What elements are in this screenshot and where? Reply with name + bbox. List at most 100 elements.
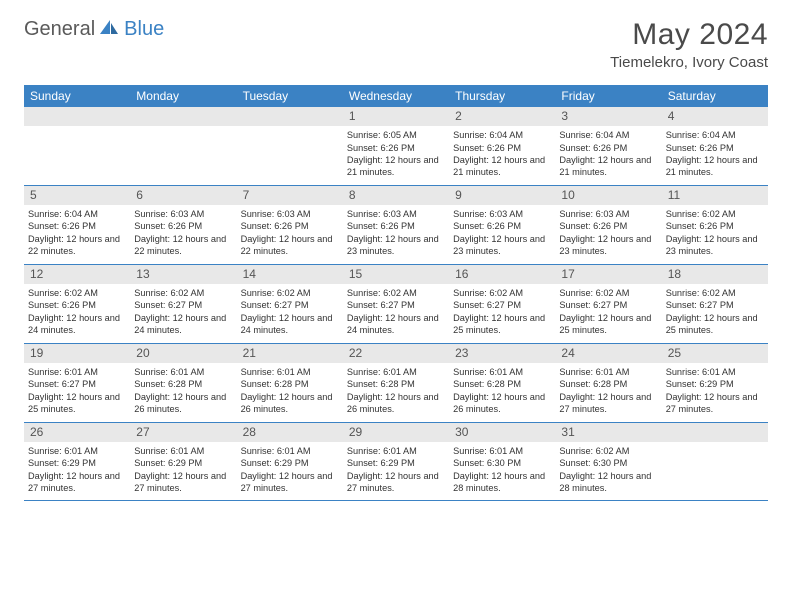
- day-body: [130, 126, 236, 180]
- day-cell: 20Sunrise: 6:01 AMSunset: 6:28 PMDayligh…: [130, 343, 236, 422]
- day-body: Sunrise: 6:03 AMSunset: 6:26 PMDaylight:…: [237, 205, 343, 264]
- day-body: [24, 126, 130, 180]
- day-cell: 2Sunrise: 6:04 AMSunset: 6:26 PMDaylight…: [449, 107, 555, 185]
- day-cell: 18Sunrise: 6:02 AMSunset: 6:27 PMDayligh…: [662, 264, 768, 343]
- day-cell: 14Sunrise: 6:02 AMSunset: 6:27 PMDayligh…: [237, 264, 343, 343]
- day-cell: 11Sunrise: 6:02 AMSunset: 6:26 PMDayligh…: [662, 185, 768, 264]
- day-body: Sunrise: 6:01 AMSunset: 6:29 PMDaylight:…: [130, 442, 236, 501]
- day-body: Sunrise: 6:03 AMSunset: 6:26 PMDaylight:…: [555, 205, 661, 264]
- week-row: 26Sunrise: 6:01 AMSunset: 6:29 PMDayligh…: [24, 422, 768, 501]
- day-cell: 29Sunrise: 6:01 AMSunset: 6:29 PMDayligh…: [343, 422, 449, 501]
- day-body: Sunrise: 6:02 AMSunset: 6:26 PMDaylight:…: [662, 205, 768, 264]
- day-header-row: SundayMondayTuesdayWednesdayThursdayFrid…: [24, 85, 768, 107]
- day-cell: 3Sunrise: 6:04 AMSunset: 6:26 PMDaylight…: [555, 107, 661, 185]
- day-number: 6: [130, 186, 236, 205]
- day-cell: [237, 107, 343, 185]
- day-body: [237, 126, 343, 180]
- day-cell: 16Sunrise: 6:02 AMSunset: 6:27 PMDayligh…: [449, 264, 555, 343]
- day-cell: 28Sunrise: 6:01 AMSunset: 6:29 PMDayligh…: [237, 422, 343, 501]
- day-number: 18: [662, 265, 768, 284]
- day-number: 19: [24, 344, 130, 363]
- day-cell: 21Sunrise: 6:01 AMSunset: 6:28 PMDayligh…: [237, 343, 343, 422]
- day-number: 13: [130, 265, 236, 284]
- day-body: Sunrise: 6:01 AMSunset: 6:29 PMDaylight:…: [343, 442, 449, 501]
- day-number: 29: [343, 423, 449, 442]
- day-body: Sunrise: 6:02 AMSunset: 6:27 PMDaylight:…: [555, 284, 661, 343]
- day-cell: [130, 107, 236, 185]
- day-body: Sunrise: 6:01 AMSunset: 6:28 PMDaylight:…: [237, 363, 343, 422]
- day-body: Sunrise: 6:02 AMSunset: 6:27 PMDaylight:…: [343, 284, 449, 343]
- day-number: 10: [555, 186, 661, 205]
- day-number: [237, 107, 343, 126]
- day-number: 22: [343, 344, 449, 363]
- day-header-wednesday: Wednesday: [343, 85, 449, 107]
- day-number: 8: [343, 186, 449, 205]
- day-cell: 6Sunrise: 6:03 AMSunset: 6:26 PMDaylight…: [130, 185, 236, 264]
- day-number: 4: [662, 107, 768, 126]
- day-number: 16: [449, 265, 555, 284]
- day-number: 28: [237, 423, 343, 442]
- week-row: 19Sunrise: 6:01 AMSunset: 6:27 PMDayligh…: [24, 343, 768, 422]
- day-header-friday: Friday: [555, 85, 661, 107]
- day-body: Sunrise: 6:02 AMSunset: 6:27 PMDaylight:…: [130, 284, 236, 343]
- day-number: 5: [24, 186, 130, 205]
- day-cell: 7Sunrise: 6:03 AMSunset: 6:26 PMDaylight…: [237, 185, 343, 264]
- day-cell: 8Sunrise: 6:03 AMSunset: 6:26 PMDaylight…: [343, 185, 449, 264]
- day-cell: 10Sunrise: 6:03 AMSunset: 6:26 PMDayligh…: [555, 185, 661, 264]
- day-cell: 26Sunrise: 6:01 AMSunset: 6:29 PMDayligh…: [24, 422, 130, 501]
- day-number: 30: [449, 423, 555, 442]
- day-body: [662, 442, 768, 496]
- day-body: Sunrise: 6:05 AMSunset: 6:26 PMDaylight:…: [343, 126, 449, 185]
- day-body: Sunrise: 6:01 AMSunset: 6:29 PMDaylight:…: [24, 442, 130, 501]
- logo: General Blue: [24, 18, 164, 41]
- day-number: 12: [24, 265, 130, 284]
- day-number: 31: [555, 423, 661, 442]
- day-body: Sunrise: 6:02 AMSunset: 6:27 PMDaylight:…: [449, 284, 555, 343]
- day-body: Sunrise: 6:04 AMSunset: 6:26 PMDaylight:…: [24, 205, 130, 264]
- header: General Blue May 2024 Tiemelekro, Ivory …: [24, 18, 768, 71]
- day-body: Sunrise: 6:04 AMSunset: 6:26 PMDaylight:…: [555, 126, 661, 185]
- day-number: 11: [662, 186, 768, 205]
- day-header-monday: Monday: [130, 85, 236, 107]
- day-cell: 24Sunrise: 6:01 AMSunset: 6:28 PMDayligh…: [555, 343, 661, 422]
- day-cell: 31Sunrise: 6:02 AMSunset: 6:30 PMDayligh…: [555, 422, 661, 501]
- day-number: 15: [343, 265, 449, 284]
- week-row: 1Sunrise: 6:05 AMSunset: 6:26 PMDaylight…: [24, 107, 768, 185]
- day-number: 3: [555, 107, 661, 126]
- month-title: May 2024: [610, 18, 768, 52]
- day-number: 25: [662, 344, 768, 363]
- day-body: Sunrise: 6:04 AMSunset: 6:26 PMDaylight:…: [662, 126, 768, 185]
- week-row: 12Sunrise: 6:02 AMSunset: 6:26 PMDayligh…: [24, 264, 768, 343]
- day-cell: 5Sunrise: 6:04 AMSunset: 6:26 PMDaylight…: [24, 185, 130, 264]
- week-row: 5Sunrise: 6:04 AMSunset: 6:26 PMDaylight…: [24, 185, 768, 264]
- day-header-thursday: Thursday: [449, 85, 555, 107]
- day-number: 21: [237, 344, 343, 363]
- day-body: Sunrise: 6:01 AMSunset: 6:29 PMDaylight:…: [237, 442, 343, 501]
- day-header-sunday: Sunday: [24, 85, 130, 107]
- day-number: 2: [449, 107, 555, 126]
- day-cell: 30Sunrise: 6:01 AMSunset: 6:30 PMDayligh…: [449, 422, 555, 501]
- day-body: Sunrise: 6:02 AMSunset: 6:26 PMDaylight:…: [24, 284, 130, 343]
- day-number: [130, 107, 236, 126]
- day-body: Sunrise: 6:02 AMSunset: 6:27 PMDaylight:…: [662, 284, 768, 343]
- day-number: [662, 423, 768, 442]
- day-number: 20: [130, 344, 236, 363]
- day-cell: [24, 107, 130, 185]
- day-body: Sunrise: 6:03 AMSunset: 6:26 PMDaylight:…: [343, 205, 449, 264]
- day-body: Sunrise: 6:01 AMSunset: 6:28 PMDaylight:…: [343, 363, 449, 422]
- day-number: 7: [237, 186, 343, 205]
- day-cell: 13Sunrise: 6:02 AMSunset: 6:27 PMDayligh…: [130, 264, 236, 343]
- day-body: Sunrise: 6:01 AMSunset: 6:29 PMDaylight:…: [662, 363, 768, 422]
- day-number: 17: [555, 265, 661, 284]
- logo-text-blue: Blue: [124, 18, 164, 41]
- day-body: Sunrise: 6:03 AMSunset: 6:26 PMDaylight:…: [130, 205, 236, 264]
- day-cell: 12Sunrise: 6:02 AMSunset: 6:26 PMDayligh…: [24, 264, 130, 343]
- calendar-table: SundayMondayTuesdayWednesdayThursdayFrid…: [24, 85, 768, 501]
- day-cell: 9Sunrise: 6:03 AMSunset: 6:26 PMDaylight…: [449, 185, 555, 264]
- location: Tiemelekro, Ivory Coast: [610, 54, 768, 71]
- day-body: Sunrise: 6:04 AMSunset: 6:26 PMDaylight:…: [449, 126, 555, 185]
- day-cell: 1Sunrise: 6:05 AMSunset: 6:26 PMDaylight…: [343, 107, 449, 185]
- day-number: 24: [555, 344, 661, 363]
- day-header-saturday: Saturday: [662, 85, 768, 107]
- day-body: Sunrise: 6:03 AMSunset: 6:26 PMDaylight:…: [449, 205, 555, 264]
